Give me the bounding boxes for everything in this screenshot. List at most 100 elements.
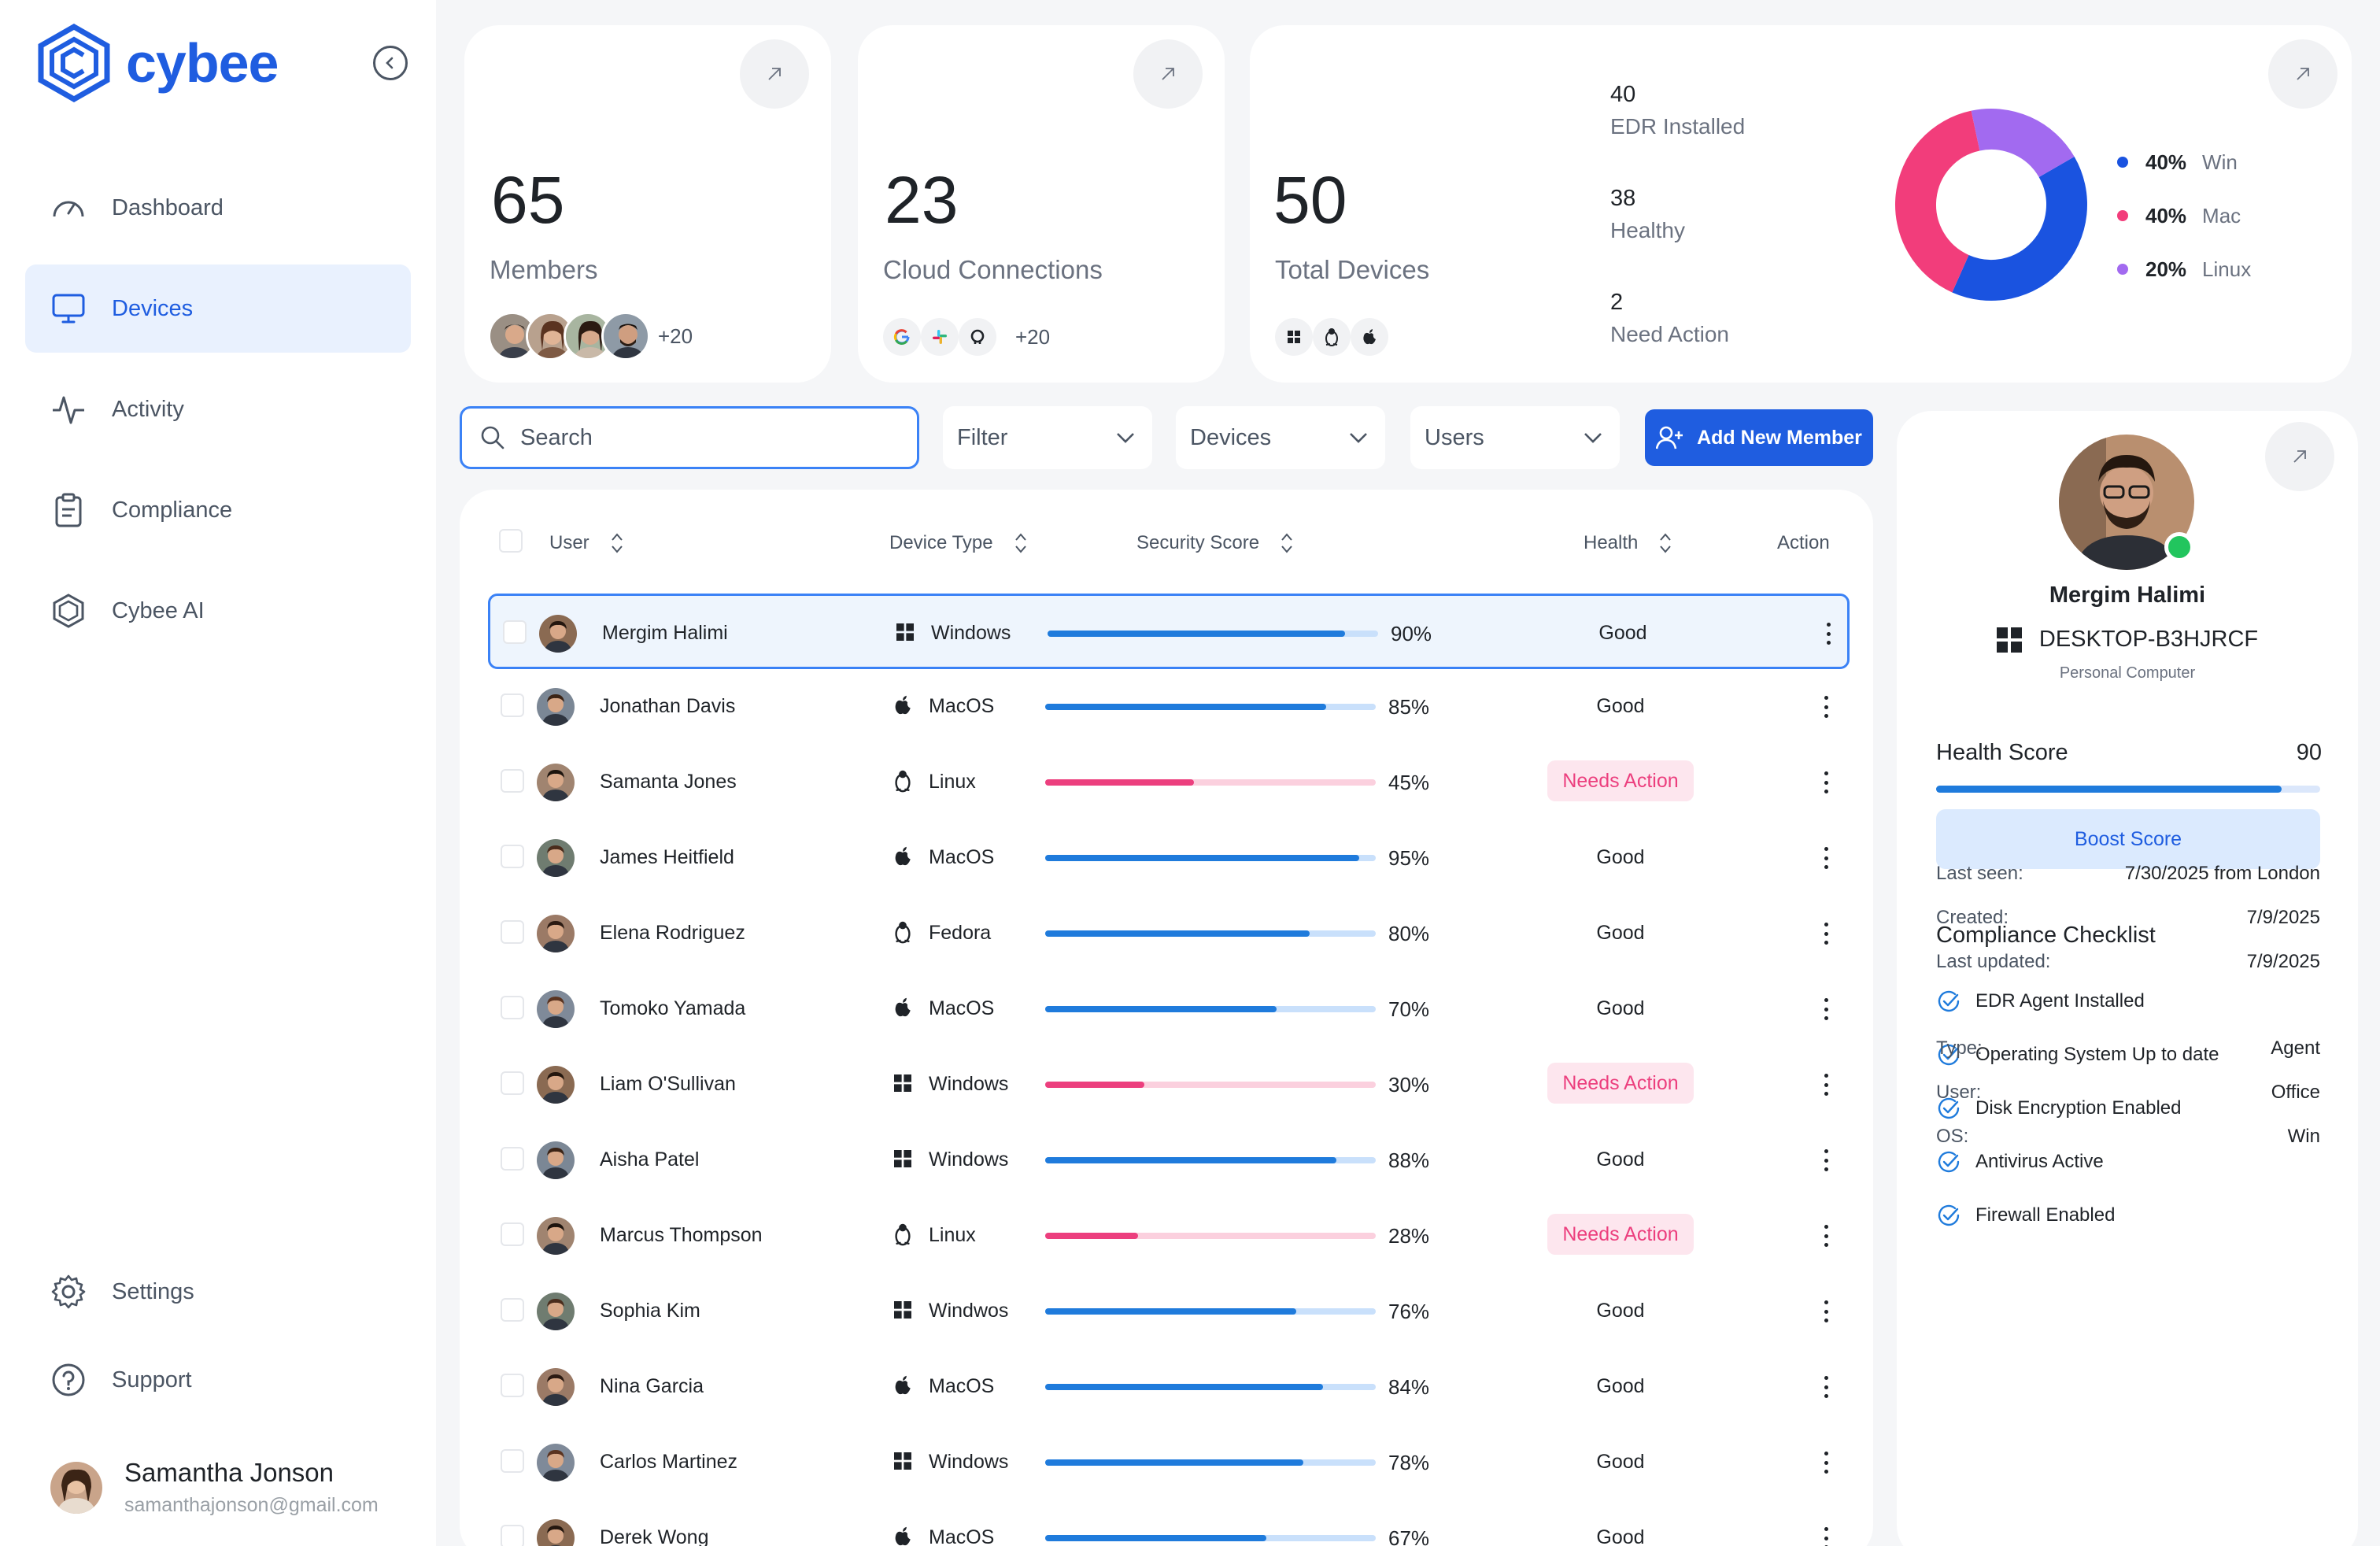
row-checkbox[interactable]: [501, 996, 524, 1019]
row-checkbox[interactable]: [501, 845, 524, 868]
user-name[interactable]: James Heitfield: [600, 846, 734, 868]
windows-icon: [1996, 627, 2022, 653]
security-score-bar: [1045, 1006, 1376, 1012]
more-actions-icon[interactable]: [1818, 844, 1834, 872]
nav-item-dashboard[interactable]: Dashboard: [25, 164, 411, 252]
row-checkbox[interactable]: [501, 920, 524, 944]
nav-item-cybee-ai[interactable]: Cybee AI: [25, 567, 411, 655]
devices-dropdown-label: Devices: [1190, 424, 1272, 450]
devices-count: 50: [1273, 163, 1347, 237]
compliance-checklist: EDR Agent Installed Operating System Up …: [1936, 975, 2219, 1242]
checklist-item: EDR Agent Installed: [1936, 975, 2219, 1028]
column-header-security-score[interactable]: Security Score: [1136, 532, 1294, 554]
table-row[interactable]: Marcus Thompson Linux 28% Needs Action: [488, 1198, 1850, 1274]
user-profile[interactable]: Samantha Jonson samanthajonson@gmail.com: [50, 1458, 379, 1517]
chevron-down-icon: [1350, 433, 1367, 443]
row-checkbox[interactable]: [501, 1147, 524, 1171]
cloud-label: Cloud Connections: [883, 255, 1103, 284]
more-actions-icon[interactable]: [1818, 919, 1834, 948]
row-checkbox[interactable]: [501, 769, 524, 793]
table-row[interactable]: Mergim Halimi Windows 90% Good: [488, 594, 1850, 669]
more-actions-icon[interactable]: [1818, 1146, 1834, 1174]
more-actions-icon[interactable]: [1818, 1524, 1834, 1546]
nav-label: Activity: [112, 396, 184, 422]
logo[interactable]: cybee: [36, 24, 279, 102]
expand-cloud-button[interactable]: [1133, 39, 1203, 109]
user-name[interactable]: Jonathan Davis: [600, 695, 736, 717]
nav-item-compliance[interactable]: Compliance: [25, 466, 411, 554]
table-row[interactable]: Liam O'Sullivan Windows 30% Needs Action: [488, 1047, 1850, 1123]
avatar: [537, 688, 575, 726]
table-row[interactable]: Elena Rodriguez Fedora 80% Good: [488, 896, 1850, 971]
search-field[interactable]: [460, 406, 919, 469]
table-row[interactable]: Carlos Martinez Windows 78% Good: [488, 1425, 1850, 1500]
nav-item-support[interactable]: Support: [25, 1341, 411, 1418]
cloud-provider-icons[interactable]: +20: [883, 318, 1050, 356]
checklist-label: Firewall Enabled: [1975, 1204, 2116, 1226]
donut-slice-mac: [1895, 110, 1981, 293]
security-score-fill: [1045, 1006, 1277, 1012]
expand-devices-button[interactable]: [2268, 39, 2338, 109]
security-score-fill: [1045, 855, 1359, 861]
nav-item-devices[interactable]: Devices: [25, 264, 411, 353]
row-checkbox[interactable]: [501, 1449, 524, 1473]
user-name[interactable]: Samanta Jones: [600, 771, 737, 793]
user-name[interactable]: Nina Garcia: [600, 1375, 704, 1397]
table-row[interactable]: Tomoko Yamada MacOS 70% Good: [488, 971, 1850, 1047]
user-name[interactable]: Derek Wong: [600, 1526, 709, 1546]
user-name[interactable]: Carlos Martinez: [600, 1451, 738, 1473]
apple-icon: [891, 844, 915, 869]
user-name[interactable]: Aisha Patel: [600, 1148, 700, 1171]
more-actions-icon[interactable]: [1818, 1071, 1834, 1099]
apple-icon: [891, 1373, 915, 1398]
user-name[interactable]: Mergim Halimi: [602, 622, 728, 644]
add-new-member-button[interactable]: Add New Member: [1645, 409, 1873, 466]
filter-dropdown[interactable]: Filter: [943, 406, 1152, 469]
more-actions-icon[interactable]: [1818, 768, 1834, 797]
more-actions-icon[interactable]: [1818, 693, 1834, 721]
member-avatars[interactable]: +20: [488, 312, 693, 361]
devices-dropdown[interactable]: Devices: [1176, 406, 1385, 469]
row-checkbox[interactable]: [501, 1222, 524, 1246]
table-row[interactable]: Samanta Jones Linux 45% Needs Action: [488, 745, 1850, 820]
row-checkbox[interactable]: [501, 1525, 524, 1546]
table-row[interactable]: Aisha Patel Windows 88% Good: [488, 1123, 1850, 1198]
expand-members-button[interactable]: [740, 39, 809, 109]
table-row[interactable]: Derek Wong MacOS 67% Good: [488, 1500, 1850, 1546]
expand-detail-button[interactable]: [2265, 422, 2334, 491]
meta-row: OS: Win: [1936, 1126, 2320, 1148]
column-header-user[interactable]: User: [549, 532, 624, 554]
user-name[interactable]: Tomoko Yamada: [600, 997, 746, 1019]
meta-row: User: Office: [1936, 1082, 2320, 1104]
table-row[interactable]: Nina Garcia MacOS 84% Good: [488, 1349, 1850, 1425]
user-name[interactable]: Sophia Kim: [600, 1300, 700, 1322]
column-header-device-type[interactable]: Device Type: [889, 532, 1028, 554]
more-actions-icon[interactable]: [1818, 1222, 1834, 1250]
more-actions-icon[interactable]: [1818, 1373, 1834, 1401]
collapse-sidebar-button[interactable]: [373, 46, 408, 80]
row-checkbox[interactable]: [501, 693, 524, 717]
nav-item-activity[interactable]: Activity: [25, 365, 411, 453]
table-row[interactable]: Jonathan Davis MacOS 85% Good: [488, 669, 1850, 745]
column-header-health[interactable]: Health: [1584, 532, 1672, 554]
user-name[interactable]: Marcus Thompson: [600, 1224, 763, 1246]
more-actions-icon[interactable]: [1818, 995, 1834, 1023]
row-checkbox[interactable]: [503, 620, 527, 644]
security-score-bar: [1045, 1459, 1376, 1466]
row-checkbox[interactable]: [501, 1071, 524, 1095]
table-row[interactable]: Sophia Kim Windwos 76% Good: [488, 1274, 1850, 1349]
user-name[interactable]: Liam O'Sullivan: [600, 1073, 736, 1095]
nav-item-settings[interactable]: Settings: [25, 1253, 411, 1330]
more-actions-icon[interactable]: [1820, 620, 1836, 648]
device-hostname: DESKTOP-B3HJRCF: [2038, 627, 2259, 652]
table-row[interactable]: James Heitfield MacOS 95% Good: [488, 820, 1850, 896]
users-dropdown[interactable]: Users: [1410, 406, 1620, 469]
boost-score-button[interactable]: Boost Score: [1936, 809, 2320, 869]
user-name[interactable]: Elena Rodriguez: [600, 922, 745, 944]
select-all-checkbox[interactable]: [499, 529, 523, 553]
more-actions-icon[interactable]: [1818, 1297, 1834, 1326]
row-checkbox[interactable]: [501, 1298, 524, 1322]
search-input[interactable]: [520, 424, 898, 451]
more-actions-icon[interactable]: [1818, 1448, 1834, 1477]
row-checkbox[interactable]: [501, 1374, 524, 1397]
